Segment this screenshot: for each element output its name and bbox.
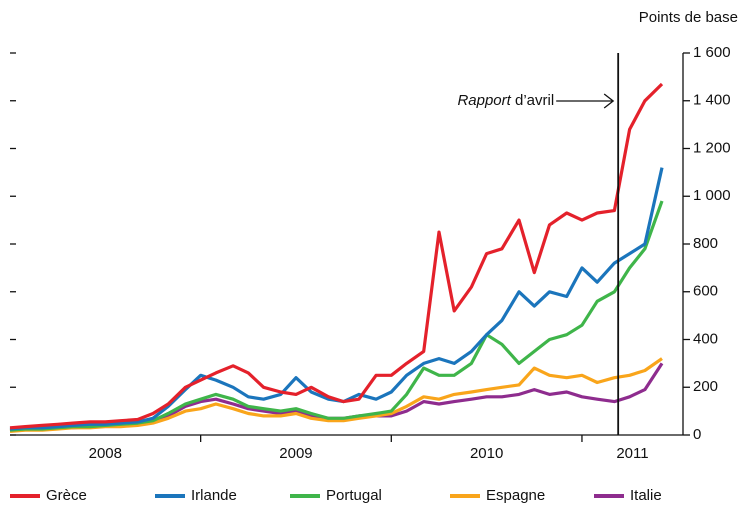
- legend-label: Italie: [630, 487, 662, 504]
- y-tick-label: 800: [693, 235, 718, 252]
- y-tick-label: 1 000: [693, 187, 731, 204]
- x-tick-label: 2009: [279, 445, 312, 462]
- legend-label: Portugal: [326, 487, 382, 504]
- y-axis-label: Points de base: [639, 9, 738, 26]
- legend-label: Irlande: [191, 487, 237, 504]
- legend-label: Grèce: [46, 487, 87, 504]
- annotation-label: Rapport d’avril: [457, 92, 554, 109]
- x-tick-label: 2008: [89, 445, 122, 462]
- series-line: [9, 82, 664, 430]
- annotation-text: d’avril: [511, 92, 554, 109]
- y-tick-label: 600: [693, 283, 718, 300]
- y-tick-label: 200: [693, 378, 718, 395]
- legend-label: Espagne: [486, 487, 545, 504]
- x-tick-label: 2010: [470, 445, 503, 462]
- annotation-italic: Rapport: [457, 92, 511, 109]
- y-tick-label: 1 400: [693, 92, 731, 109]
- annotation-arrowhead: [603, 93, 615, 109]
- series-line: [9, 167, 664, 431]
- y-tick-label: 400: [693, 330, 718, 347]
- x-tick-label: 2011: [616, 445, 648, 462]
- series-line: [9, 357, 663, 433]
- y-tick-label: 1 200: [693, 139, 731, 156]
- y-tick-label: 0: [693, 426, 701, 443]
- y-tick-label: 1 600: [693, 44, 731, 61]
- series-line: [9, 200, 664, 432]
